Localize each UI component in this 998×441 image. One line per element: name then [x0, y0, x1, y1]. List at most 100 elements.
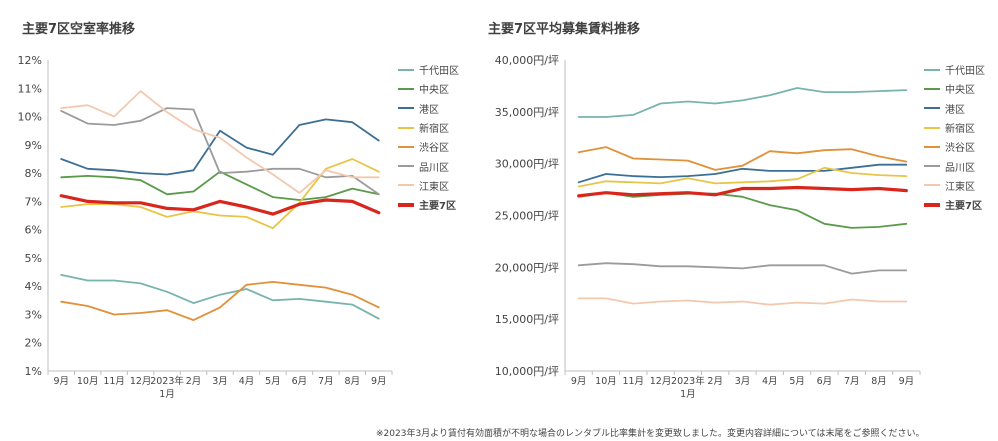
- rent-y-tick-label: 30,000円/坪: [495, 158, 559, 171]
- rent-legend-item: 品川区: [924, 156, 985, 175]
- vacancy-legend-swatch: [398, 145, 414, 148]
- rent-legend-item: 新宿区: [924, 118, 985, 137]
- vacancy-x-tick-label: 5月: [265, 376, 281, 387]
- rent-legend-swatch: [924, 68, 940, 71]
- vacancy-y-tick-label: 9%: [25, 139, 42, 152]
- vacancy-legend-item: 千代田区: [398, 60, 459, 79]
- vacancy-x-tick-label: 9月: [371, 376, 387, 387]
- rent-legend-swatch: [924, 165, 940, 168]
- vacancy-y-tick-label: 10%: [18, 111, 42, 124]
- rent-legend-item: 中央区: [924, 79, 985, 98]
- rent-line-series-5: [577, 262, 908, 275]
- vacancy-legend-swatch: [398, 87, 414, 90]
- vacancy-legend-label: 主要7区: [419, 201, 456, 213]
- vacancy-legend-item: 港区: [398, 99, 459, 118]
- rent-line-series-2: [577, 163, 908, 184]
- vacancy-x-tick-label: 11月: [103, 376, 125, 387]
- rent-x-tick-label: 2月: [707, 376, 723, 387]
- vacancy-legend-swatch: [398, 202, 414, 207]
- vacancy-legend-label: 千代田区: [419, 66, 459, 78]
- vacancy-x-tick-label: 8月: [345, 376, 361, 387]
- vacancy-legend-label: 渋谷区: [419, 143, 449, 155]
- rent-y-tick-label: 20,000円/坪: [495, 261, 559, 274]
- vacancy-legend-item: 品川区: [398, 156, 459, 175]
- vacancy-y-tick-label: 4%: [25, 280, 42, 293]
- rent-chart-legend: 千代田区 中央区 港区 新宿区 渋谷区 品川区 江東区 主要7区: [924, 60, 985, 214]
- vacancy-line-series-2: [60, 118, 380, 176]
- vacancy-legend-swatch: [398, 68, 414, 71]
- vacancy-x-tick-label: 6月: [292, 376, 308, 387]
- vacancy-legend-swatch: [398, 107, 414, 110]
- vacancy-legend-item: 主要7区: [398, 195, 459, 214]
- rent-legend-label: 中央区: [945, 85, 975, 97]
- rent-legend-swatch: [924, 145, 940, 148]
- rent-y-tick-label: 15,000円/坪: [495, 313, 559, 326]
- rent-legend-label: 渋谷区: [945, 143, 975, 155]
- vacancy-legend-item: 新宿区: [398, 118, 459, 137]
- vacancy-y-tick-label: 3%: [25, 308, 42, 321]
- vacancy-legend-label: 港区: [419, 104, 439, 116]
- vacancy-y-tick-label: 7%: [25, 195, 42, 208]
- vacancy-y-tick-label: 6%: [25, 224, 42, 237]
- vacancy-legend-label: 中央区: [419, 85, 449, 97]
- vacancy-legend-swatch: [398, 126, 414, 129]
- rent-legend-swatch: [924, 184, 940, 187]
- rent-line-series-3: [577, 166, 908, 188]
- rent-legend-swatch: [924, 87, 940, 90]
- vacancy-y-tick-label: 11%: [18, 82, 42, 95]
- footnote: ※2023年3月より賃付有効面積が不明な場合のレンタブル比率集計を変更致しました…: [376, 429, 925, 439]
- vacancy-legend-item: 渋谷区: [398, 137, 459, 156]
- vacancy-legend-label: 品川区: [419, 162, 449, 174]
- vacancy-y-tick-label: 8%: [25, 167, 42, 180]
- rent-legend-label: 主要7区: [945, 201, 982, 213]
- rent-y-tick-label: 35,000円/坪: [495, 106, 559, 119]
- rent-legend-label: 品川区: [945, 162, 975, 174]
- rent-x-tick-label: 2023年 1月: [671, 375, 705, 400]
- rent-legend-item: 港区: [924, 99, 985, 118]
- rent-line-series-6: [577, 297, 908, 306]
- vacancy-legend-swatch: [398, 184, 414, 187]
- rent-x-tick-label: 4月: [762, 376, 778, 387]
- vacancy-x-tick-label: 2月: [186, 376, 202, 387]
- rent-legend-label: 江東区: [945, 181, 975, 193]
- rent-x-tick-label: 6月: [817, 376, 833, 387]
- vacancy-x-tick-label: 12月: [130, 376, 152, 387]
- vacancy-legend-label: 新宿区: [419, 124, 449, 136]
- rent-x-tick-label: 5月: [789, 376, 805, 387]
- vacancy-y-tick-label: 5%: [25, 252, 42, 265]
- vacancy-line-series-6: [60, 90, 380, 194]
- rent-legend-swatch: [924, 107, 940, 110]
- rent-legend-item: 渋谷区: [924, 137, 985, 156]
- vacancy-legend-item: 中央区: [398, 79, 459, 98]
- vacancy-x-tick-label: 3月: [212, 376, 228, 387]
- rent-x-tick-label: 8月: [871, 376, 887, 387]
- rent-legend-swatch: [924, 126, 940, 129]
- rent-legend-item: 江東区: [924, 176, 985, 195]
- rent-legend-swatch: [924, 202, 940, 207]
- vacancy-legend-label: 江東区: [419, 181, 449, 193]
- rent-y-tick-label: 40,000円/坪: [495, 54, 559, 67]
- rent-line-series-1: [577, 191, 908, 229]
- vacancy-y-tick-label: 1%: [25, 365, 42, 378]
- vacancy-x-tick-label: 4月: [239, 376, 255, 387]
- rent-line-series-4: [577, 146, 908, 171]
- rent-x-tick-label: 3月: [735, 376, 751, 387]
- vacancy-chart-legend: 千代田区中央区港区新宿区渋谷区品川区江東区主要7区: [398, 60, 459, 214]
- rent-line-series-0: [577, 87, 908, 118]
- rent-x-tick-label: 9月: [571, 376, 587, 387]
- rent-x-tick-label: 12月: [650, 376, 672, 387]
- vacancy-chart-title: 主要7区空室率推移: [22, 22, 136, 37]
- vacancy-line-series-0: [60, 273, 380, 320]
- vacancy-x-tick-label: 7月: [318, 376, 334, 387]
- rent-x-tick-label: 10月: [595, 376, 617, 387]
- rent-legend-item: 主要7区: [924, 195, 985, 214]
- rent-y-tick-label: 25,000円/坪: [495, 210, 559, 223]
- vacancy-legend-item: 江東区: [398, 176, 459, 195]
- vacancy-y-tick-label: 12%: [18, 54, 42, 67]
- vacancy-legend-swatch: [398, 165, 414, 168]
- vacancy-x-tick-label: 9月: [53, 376, 69, 387]
- vacancy-line-series-4: [60, 280, 380, 322]
- rent-legend-label: 港区: [945, 104, 965, 116]
